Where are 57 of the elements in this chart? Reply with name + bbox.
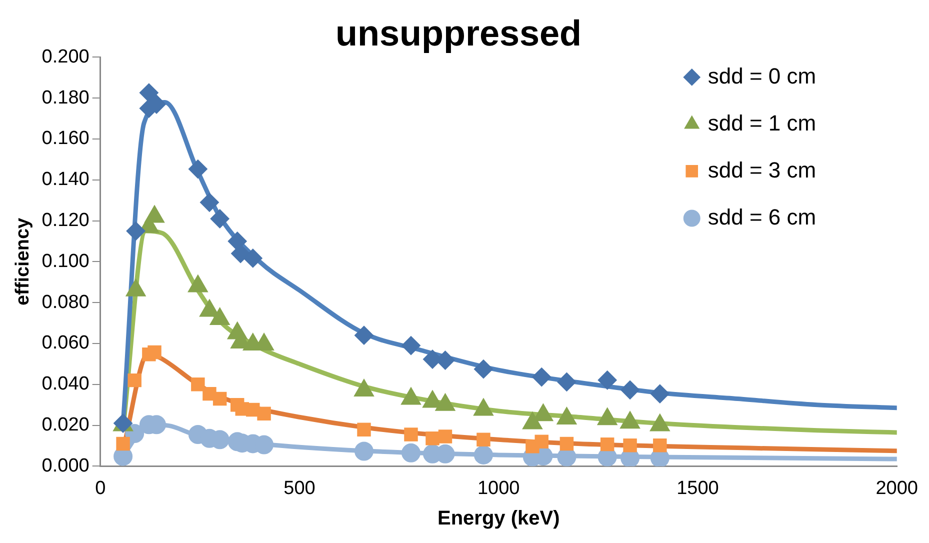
point xyxy=(200,192,219,212)
chart-title: unsuppressed xyxy=(335,12,582,54)
point xyxy=(139,83,158,102)
point xyxy=(243,248,262,268)
point xyxy=(438,430,452,444)
y-tick-label: 0.080 xyxy=(42,292,90,313)
point xyxy=(404,428,418,442)
legend-label: sdd = 0 cm xyxy=(708,63,816,88)
x-tick-label: 500 xyxy=(284,478,316,499)
y-tick-label: 0.060 xyxy=(42,332,90,354)
y-tick-label: 0.000 xyxy=(42,455,90,476)
point xyxy=(401,443,420,462)
point xyxy=(623,438,637,452)
x-tick-label: 2000 xyxy=(876,478,918,499)
point xyxy=(534,434,548,449)
y-tick-label: 0.120 xyxy=(42,210,90,232)
y-tick-label: 0.100 xyxy=(42,250,90,272)
legend-label: sdd = 1 cm xyxy=(708,110,816,136)
point xyxy=(116,436,130,451)
point xyxy=(128,373,142,388)
point xyxy=(191,378,205,392)
point xyxy=(598,370,617,390)
x-tick-label: 0 xyxy=(95,478,106,499)
point xyxy=(148,345,162,360)
point xyxy=(231,244,250,264)
point xyxy=(474,360,493,379)
y-tick-label: 0.160 xyxy=(42,128,90,150)
y-axis-title: efficiency xyxy=(12,217,34,306)
point xyxy=(354,442,374,461)
legend-label: sdd = 3 cm xyxy=(708,157,816,182)
point xyxy=(557,372,576,392)
x-axis-title: Energy (keV) xyxy=(437,508,560,530)
point xyxy=(401,336,420,356)
point xyxy=(257,406,271,421)
point xyxy=(474,445,493,464)
point xyxy=(560,436,574,451)
y-tick-label: 0.200 xyxy=(42,46,90,68)
point xyxy=(212,392,227,406)
point xyxy=(188,160,208,179)
point xyxy=(476,432,490,446)
point xyxy=(600,437,614,452)
point xyxy=(126,222,146,241)
point xyxy=(426,432,440,446)
y-tick-label: 0.140 xyxy=(42,169,90,190)
point xyxy=(357,422,371,436)
point xyxy=(650,384,670,404)
point xyxy=(210,209,230,228)
point xyxy=(620,380,640,400)
y-tick-label: 0.180 xyxy=(42,87,90,108)
point xyxy=(653,438,667,452)
y-tick-label: 0.040 xyxy=(42,374,90,395)
legend-label: sdd = 6 cm xyxy=(708,204,816,230)
x-tick-label: 1500 xyxy=(676,478,719,499)
point xyxy=(354,326,374,345)
y-tick-label: 0.020 xyxy=(42,414,90,436)
x-tick-label: 1000 xyxy=(477,478,520,499)
point xyxy=(532,368,552,387)
